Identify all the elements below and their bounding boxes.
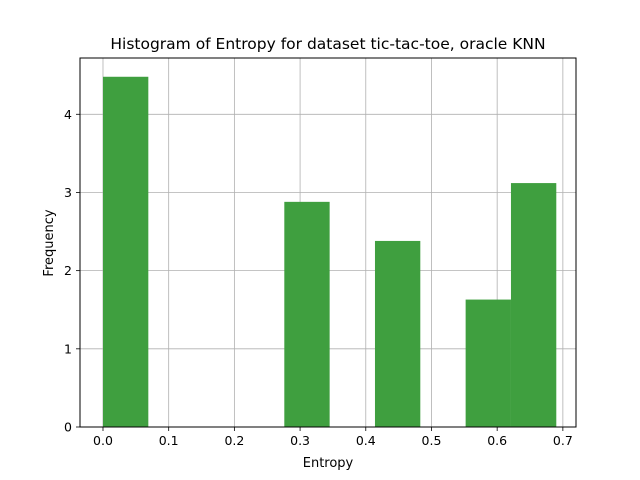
y-axis-title: Frequency — [42, 209, 57, 276]
histogram-bar — [284, 201, 330, 427]
y-tick-label: 4 — [64, 107, 72, 122]
histogram-bar — [510, 183, 557, 427]
histogram-bar — [102, 76, 149, 428]
x-axis-title: Entropy — [303, 456, 354, 471]
x-tick-label: 0.5 — [422, 433, 442, 448]
chart-title: Histogram of Entropy for dataset tic-tac… — [110, 35, 545, 53]
x-tick-label: 0.3 — [290, 433, 310, 448]
y-tick-label: 2 — [64, 263, 72, 278]
y-tick-label: 1 — [64, 341, 72, 356]
x-tick-label: 0.4 — [356, 433, 376, 448]
plot-frame — [79, 57, 577, 428]
histogram-bar — [374, 240, 421, 427]
y-axis-ticks: 0 1 2 3 4 — [64, 107, 80, 435]
histogram-bars — [102, 76, 557, 428]
histogram-bar — [465, 299, 511, 427]
x-tick-label: 0.2 — [224, 433, 244, 448]
x-tick-label: 0.0 — [93, 433, 113, 448]
x-tick-label: 0.1 — [159, 433, 179, 448]
y-tick-label: 0 — [64, 420, 72, 435]
x-axis-ticks: 0.0 0.1 0.2 0.3 0.4 0.5 0.6 0.7 — [93, 427, 573, 448]
y-tick-label: 3 — [64, 185, 72, 200]
x-tick-label: 0.6 — [487, 433, 507, 448]
x-tick-label: 0.7 — [553, 433, 573, 448]
